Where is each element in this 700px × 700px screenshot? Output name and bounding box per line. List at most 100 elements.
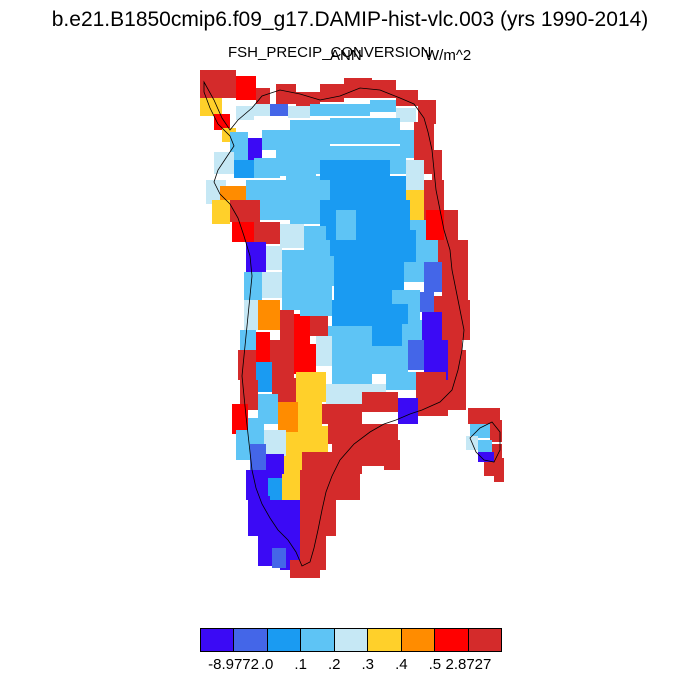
map-cell [200,98,222,116]
map-cell [348,304,408,324]
colorbar-swatch-4 [334,629,369,651]
coastline-island [469,421,501,463]
map-cell [266,246,282,270]
map-cell [264,430,286,460]
map-cell [290,120,330,150]
map-cell [320,84,344,102]
map-cell [258,394,278,424]
greenland-map [200,70,504,578]
map-cell [276,84,296,104]
map-cell [372,80,396,98]
map-cell [258,300,280,330]
colorbar-swatch-6 [401,629,436,651]
map-cell [386,372,416,390]
map-cell [232,404,248,434]
map-cell [426,210,444,240]
map-cell [408,340,424,370]
colorbar-label-2: .1 [294,656,307,673]
map-cell [238,350,256,380]
map-cell [256,362,272,392]
map-cell [254,222,280,244]
map-cell [300,470,360,500]
map-cell [310,104,334,116]
colorbar-label-5: .4 [395,656,408,673]
map-cell [478,440,492,454]
colorbar-swatch-1 [234,629,268,651]
units-label: W/m^2 [425,47,472,64]
map-cell [300,286,320,316]
colorbar-label-4: .3 [361,656,375,673]
map-cell [484,462,494,476]
map-cell [334,104,370,116]
map-cell [282,474,300,504]
map-cell [244,300,258,330]
map-cell [272,548,286,568]
season-label: ANN [330,47,362,64]
map-cell [290,200,320,224]
map-cell [214,114,230,130]
map-cell [270,340,294,380]
map-cell [424,262,442,292]
map-cell [236,76,256,100]
colorbar-label-1: .0 [260,656,274,673]
plot-title: b.e21.B1850cmip6.f09_g17.DAMIP-hist-vlc.… [51,8,649,31]
map-cell [212,200,230,224]
map-cell [290,560,320,578]
map-cell [330,180,390,210]
map-cell [396,90,418,106]
map-cell [246,180,286,200]
map-cell [432,150,442,190]
map-cell [256,88,270,106]
map-cell [276,150,316,176]
map-cell [294,344,316,374]
map-cell [422,312,442,342]
map-cell [494,458,504,482]
map-cell [398,398,418,424]
map-cell [244,272,262,302]
map-cell [322,404,362,424]
map-cell [384,440,400,470]
map-cell [310,316,328,336]
map-cell [478,452,494,462]
map-cell [200,70,236,98]
map-cell [262,130,290,150]
map-cell [418,100,436,124]
colorbar-label-0: -8.9772 [208,656,259,673]
map-cell [330,118,400,144]
map-cell [304,426,328,456]
map-cell [336,210,356,240]
colorbar-swatch-8 [468,629,501,651]
map-cell [416,240,438,264]
map-cell [278,402,298,432]
map-cell [300,180,320,200]
map-cells [200,70,504,578]
map-cell [446,380,466,410]
map-cell [370,100,396,112]
map-cell [328,326,372,356]
map-cell [246,242,266,272]
colorbar-swatch-5 [368,629,402,651]
map-cell [362,392,398,412]
map-cell [256,332,270,362]
map-cell [288,106,310,118]
map-cell [490,420,502,442]
map-cell [260,200,290,220]
map-cell [246,470,268,500]
map-cell [286,432,304,462]
map-cell [362,444,384,466]
map-cell [332,444,362,474]
map-cell [420,292,434,312]
coastline-main [203,80,465,567]
map-cell [414,122,434,144]
map-cell [280,310,294,340]
map-cell [332,356,372,386]
map-cell [254,104,270,116]
map-cell [396,108,416,122]
colorbar [200,628,502,652]
map-cell [262,272,282,298]
map-cell [236,106,254,120]
map-cell [250,444,266,474]
colorbar-swatch-7 [435,629,469,651]
map-cell [230,200,260,222]
map-cell [282,250,304,280]
